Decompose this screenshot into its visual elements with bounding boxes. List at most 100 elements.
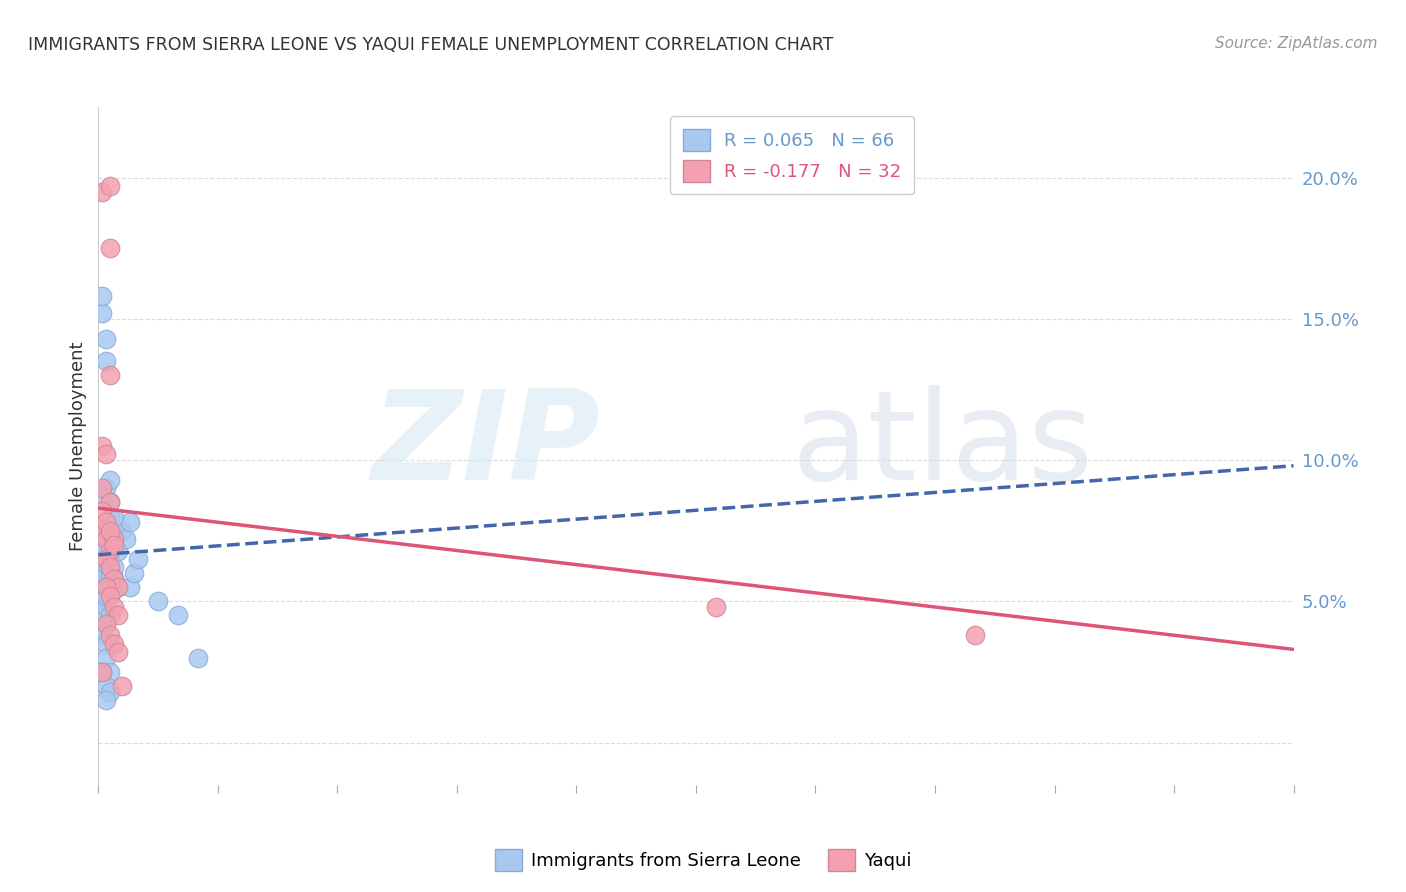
Point	[98, 495, 122, 509]
Point	[91, 439, 114, 453]
Point	[127, 552, 149, 566]
Text: atlas: atlas	[792, 385, 1094, 507]
Point	[91, 289, 114, 303]
Text: Source: ZipAtlas.com: Source: ZipAtlas.com	[1215, 36, 1378, 51]
Point	[98, 509, 122, 524]
Point	[91, 504, 114, 518]
Point	[91, 524, 114, 538]
Point	[98, 524, 122, 538]
Point	[98, 589, 122, 603]
Point	[96, 532, 118, 546]
Point	[96, 552, 118, 566]
Point	[103, 599, 125, 614]
Text: IMMIGRANTS FROM SIERRA LEONE VS YAQUI FEMALE UNEMPLOYMENT CORRELATION CHART: IMMIGRANTS FROM SIERRA LEONE VS YAQUI FE…	[28, 36, 834, 54]
Point	[103, 572, 125, 586]
Point	[91, 572, 114, 586]
Point	[98, 538, 122, 552]
Point	[91, 185, 114, 199]
Point	[98, 589, 122, 603]
Legend: Immigrants from Sierra Leone, Yaqui: Immigrants from Sierra Leone, Yaqui	[488, 842, 918, 879]
Point	[98, 473, 122, 487]
Point	[98, 552, 122, 566]
Point	[91, 572, 114, 586]
Point	[704, 599, 727, 614]
Point	[167, 608, 190, 623]
Point	[98, 179, 122, 194]
Point	[98, 608, 122, 623]
Point	[98, 368, 122, 383]
Point	[91, 487, 114, 501]
Point	[91, 665, 114, 679]
Point	[103, 524, 125, 538]
Point	[96, 637, 118, 651]
Point	[96, 552, 118, 566]
Point	[115, 532, 138, 546]
Point	[91, 538, 114, 552]
Point	[91, 524, 114, 538]
Point	[120, 580, 142, 594]
Point	[103, 572, 125, 586]
Point	[91, 552, 114, 566]
Point	[96, 448, 118, 462]
Point	[96, 482, 118, 496]
Point	[107, 608, 129, 623]
Point	[98, 495, 122, 509]
Point	[96, 580, 118, 594]
Point	[98, 628, 122, 642]
Point	[91, 608, 114, 623]
Point	[107, 580, 129, 594]
Point	[96, 532, 118, 546]
Point	[107, 580, 129, 594]
Legend: R = 0.065   N = 66, R = -0.177   N = 32: R = 0.065 N = 66, R = -0.177 N = 32	[671, 116, 914, 194]
Point	[103, 637, 125, 651]
Point	[187, 651, 209, 665]
Point	[96, 693, 118, 707]
Point	[96, 651, 118, 665]
Point	[96, 354, 118, 368]
Point	[91, 560, 114, 574]
Point	[91, 532, 114, 546]
Point	[98, 580, 122, 594]
Point	[91, 482, 114, 496]
Point	[107, 543, 129, 558]
Text: ZIP: ZIP	[371, 385, 600, 507]
Point	[111, 524, 134, 538]
Point	[96, 332, 118, 346]
Point	[96, 617, 118, 632]
Point	[96, 599, 118, 614]
Point	[91, 560, 114, 574]
Point	[91, 306, 114, 320]
Point	[91, 665, 114, 679]
Point	[96, 580, 118, 594]
Point	[98, 566, 122, 581]
Point	[96, 515, 118, 529]
Point	[148, 594, 170, 608]
Point	[98, 560, 122, 574]
Point	[107, 645, 129, 659]
Point	[96, 552, 118, 566]
Point	[96, 543, 118, 558]
Point	[120, 515, 142, 529]
Point	[98, 241, 122, 255]
Point	[96, 543, 118, 558]
Point	[91, 558, 114, 572]
Point	[103, 572, 125, 586]
Point	[96, 679, 118, 693]
Point	[91, 543, 114, 558]
Point	[103, 532, 125, 546]
Point	[124, 566, 146, 581]
Point	[98, 685, 122, 699]
Y-axis label: Female Unemployment: Female Unemployment	[69, 342, 87, 550]
Point	[111, 679, 134, 693]
Point	[91, 628, 114, 642]
Point	[96, 589, 118, 603]
Point	[103, 538, 125, 552]
Point	[91, 594, 114, 608]
Point	[96, 515, 118, 529]
Point	[91, 623, 114, 637]
Point	[91, 566, 114, 581]
Point	[103, 560, 125, 574]
Point	[91, 580, 114, 594]
Point	[91, 538, 114, 552]
Point	[96, 524, 118, 538]
